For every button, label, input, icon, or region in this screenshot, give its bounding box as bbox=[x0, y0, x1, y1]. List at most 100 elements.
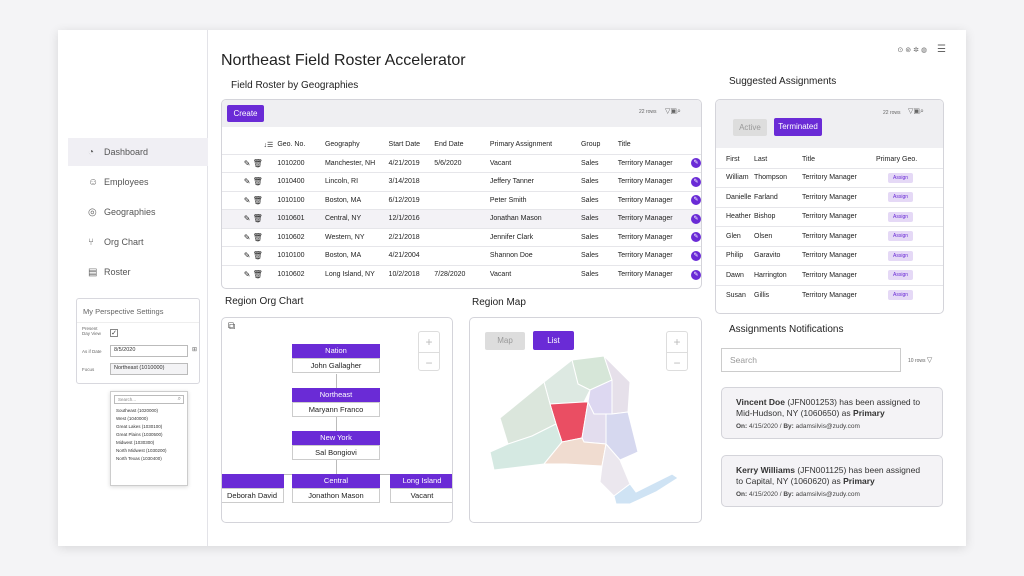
tab-terminated[interactable]: Terminated bbox=[774, 118, 822, 136]
col-primary-geo[interactable]: Primary Geo. bbox=[876, 156, 918, 164]
dropdown-option[interactable]: Great Plains (1030500) bbox=[116, 432, 163, 437]
zoom-in-icon[interactable]: + bbox=[667, 332, 687, 353]
assign-button[interactable]: Assign bbox=[888, 250, 914, 261]
map-region[interactable] bbox=[613, 473, 679, 505]
edit-icon[interactable]: ✎ bbox=[691, 195, 701, 206]
trash-icon[interactable]: 🗑 bbox=[252, 214, 263, 224]
info-icon[interactable]: ⊙ bbox=[897, 47, 906, 54]
trash-icon[interactable]: 🗑 bbox=[252, 177, 263, 187]
table-row[interactable]: ✎ 🗑 1010602 Western, NY 2/21/2018 Jennif… bbox=[222, 227, 701, 247]
dropdown-option[interactable]: Midwest (1030300) bbox=[116, 440, 155, 445]
assign-button[interactable]: Assign bbox=[888, 231, 914, 242]
table-row[interactable]: ✎ 🗑 1010602 Long Island, NY 10/2/2018 7/… bbox=[222, 264, 701, 284]
notification-card[interactable]: Kerry Williams (JFN001125) has been assi… bbox=[721, 455, 943, 507]
trash-icon[interactable]: 🗑 bbox=[252, 270, 263, 279]
org-node-nation[interactable]: Nation John Gallagher bbox=[292, 344, 380, 373]
assign-button[interactable]: Assign bbox=[888, 172, 914, 183]
dropdown-option[interactable]: West (1040000) bbox=[116, 416, 148, 421]
col-group[interactable]: Group bbox=[580, 141, 601, 149]
edit-icon[interactable]: ✎ bbox=[691, 232, 701, 243]
menu-icon[interactable]: ☰ bbox=[937, 44, 948, 55]
focus-label: Focus bbox=[82, 367, 95, 372]
table-row[interactable]: ✎ 🗑 1010100 Boston, MA 6/12/2019 Peter S… bbox=[222, 190, 701, 210]
new-york-map[interactable] bbox=[480, 352, 685, 512]
table-row[interactable]: ✎ 🗑 1010601 Central, NY 12/1/2016 Jonath… bbox=[222, 209, 701, 228]
col-last[interactable]: Last bbox=[754, 156, 768, 164]
trash-icon[interactable]: 🗑 bbox=[252, 195, 263, 205]
filter-icon[interactable]: ▽ bbox=[926, 357, 933, 364]
col-title[interactable]: Title bbox=[802, 156, 815, 164]
assign-button[interactable]: Assign bbox=[888, 270, 914, 281]
notification-card[interactable]: Vincent Doe (JFN001253) has been assigne… bbox=[721, 387, 943, 439]
save-icon[interactable]: ▣ bbox=[913, 108, 921, 115]
trash-icon[interactable]: 🗑 bbox=[252, 251, 263, 261]
org-node-newyork[interactable]: New York Sal Bongiovi bbox=[292, 431, 380, 460]
filter-icon[interactable]: ▽ bbox=[665, 108, 671, 115]
col-geo-no[interactable]: Geo. No. bbox=[277, 141, 306, 149]
pencil-icon[interactable]: ✎ bbox=[243, 158, 251, 168]
save-icon[interactable]: ▣ bbox=[670, 108, 678, 115]
table-row[interactable]: ✎ 🗑 1010200 Manchester, NH 4/21/2019 5/6… bbox=[222, 153, 701, 173]
edit-icon[interactable]: ✎ bbox=[691, 250, 701, 261]
edit-icon[interactable]: ✎ bbox=[691, 213, 701, 224]
zoom-out-icon[interactable]: − bbox=[425, 356, 433, 370]
calendar-icon[interactable]: ⊞ bbox=[192, 347, 198, 353]
sidebar-item-org-chart[interactable]: ⑂ Org Chart bbox=[68, 228, 208, 256]
pencil-icon[interactable]: ✎ bbox=[243, 214, 251, 224]
sidebar-item-geographies[interactable]: ◎ Geographies bbox=[68, 198, 208, 226]
col-title[interactable]: Title bbox=[617, 141, 631, 149]
edit-icon[interactable]: ✎ bbox=[691, 176, 701, 187]
asof-date-field[interactable]: 8/5/2020 bbox=[110, 345, 188, 357]
notifications-search-input[interactable]: Search bbox=[721, 348, 901, 372]
search-icon[interactable]: ⌕ bbox=[677, 108, 681, 115]
col-primary-assignment[interactable]: Primary Assignment bbox=[489, 141, 553, 149]
table-row[interactable]: ✎ 🗑 1010100 Boston, MA 4/21/2004 Shannon… bbox=[222, 246, 701, 265]
user-icon[interactable]: ◍ bbox=[920, 47, 930, 54]
dropdown-option[interactable]: North Midwest (1030200) bbox=[116, 448, 167, 453]
focus-select[interactable]: Northeast (1010000) bbox=[110, 363, 188, 375]
org-node-left[interactable]: Deborah David bbox=[222, 474, 284, 503]
present-day-checkbox[interactable]: ✓ bbox=[110, 329, 118, 337]
edit-icon[interactable]: ✎ bbox=[691, 269, 701, 280]
assign-button[interactable]: Assign bbox=[888, 211, 914, 222]
dropdown-option[interactable]: Southeast (1020000) bbox=[116, 408, 159, 413]
org-node-longisland[interactable]: Long Island Vacant bbox=[390, 474, 452, 503]
table-row[interactable]: ✎ 🗑 1010400 Lincoln, RI 3/14/2018 Jeffer… bbox=[222, 172, 701, 191]
sidebar-item-dashboard[interactable]: ◔ Dashboard bbox=[68, 138, 208, 166]
tab-active[interactable]: Active bbox=[733, 119, 767, 136]
pencil-icon[interactable]: ✎ bbox=[243, 177, 251, 187]
pencil-icon[interactable]: ✎ bbox=[243, 270, 251, 279]
trash-icon[interactable]: 🗑 bbox=[252, 158, 263, 168]
map-view-button[interactable]: Map bbox=[485, 332, 525, 350]
trash-icon[interactable]: 🗑 bbox=[252, 232, 263, 242]
sidebar-item-employees[interactable]: ☺ Employees bbox=[68, 168, 208, 196]
expand-icon[interactable]: ⧉ bbox=[228, 321, 236, 332]
cell-start: 2/21/2018 bbox=[388, 227, 435, 247]
org-node-central[interactable]: Central Jonathon Mason bbox=[292, 474, 380, 503]
zoom-out-icon[interactable]: − bbox=[673, 356, 681, 370]
pencil-icon[interactable]: ✎ bbox=[243, 195, 251, 205]
assign-button[interactable]: Assign bbox=[888, 290, 914, 300]
help-icon[interactable]: ⊚ bbox=[905, 47, 914, 54]
perspective-settings-panel: My Perspective Settings Present Day View… bbox=[76, 298, 200, 384]
list-view-button[interactable]: List bbox=[533, 331, 574, 350]
col-first[interactable]: First bbox=[726, 156, 740, 164]
sort-icon[interactable]: ↓☰ bbox=[263, 141, 274, 149]
settings-icon[interactable]: ✲ bbox=[913, 47, 921, 54]
sidebar-item-roster[interactable]: ▤ Roster bbox=[68, 258, 208, 286]
dropdown-search-input[interactable]: Search... ⌕ bbox=[114, 395, 184, 404]
col-start-date[interactable]: Start Date bbox=[388, 141, 421, 149]
edit-icon[interactable]: ✎ bbox=[691, 158, 701, 169]
pencil-icon[interactable]: ✎ bbox=[243, 251, 251, 261]
pencil-icon[interactable]: ✎ bbox=[243, 232, 251, 242]
org-node-northeast[interactable]: Northeast Maryann Franco bbox=[292, 388, 380, 417]
col-geography[interactable]: Geography bbox=[324, 141, 360, 149]
assign-button[interactable]: Assign bbox=[888, 192, 914, 203]
filter-icon[interactable]: ▽ bbox=[908, 108, 914, 115]
zoom-in-icon[interactable]: + bbox=[419, 332, 439, 353]
search-icon[interactable]: ⌕ bbox=[920, 108, 924, 115]
dropdown-option[interactable]: North Texas (1030400) bbox=[116, 456, 162, 461]
col-end-date[interactable]: End Date bbox=[434, 141, 464, 149]
dropdown-option[interactable]: Great Lakes (1030100) bbox=[116, 424, 163, 429]
create-button[interactable]: Create bbox=[227, 105, 264, 122]
